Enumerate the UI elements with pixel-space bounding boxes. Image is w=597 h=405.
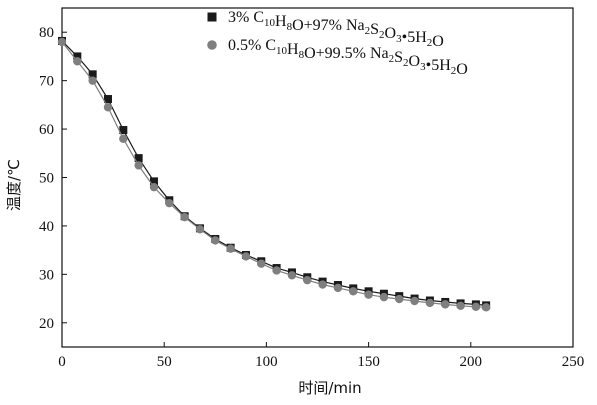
series-2-point: [303, 275, 312, 285]
x-tick-label: 150: [357, 354, 380, 370]
y-tick-label: 50: [39, 171, 54, 187]
series-2-point: [241, 252, 251, 261]
series-2-point: [471, 302, 481, 312]
series-2-point: [134, 161, 143, 170]
series-2-point: [410, 296, 419, 306]
y-axis-title: 温度/℃: [5, 159, 23, 211]
series-2-point: [73, 57, 82, 66]
series-2-point: [272, 266, 281, 275]
series-1-point: [134, 154, 143, 163]
series-layer: [57, 36, 491, 312]
series-2-point: [349, 287, 358, 296]
series-2-point: [103, 103, 113, 112]
x-axis: 0 50 100 150 200 250: [58, 342, 584, 370]
y-tick-label: 80: [39, 25, 54, 41]
y-tick-label: 40: [39, 219, 54, 235]
series-2-point: [88, 76, 97, 85]
series-2-point: [119, 134, 128, 143]
series-2-point: [57, 37, 67, 47]
y-tick-label: 30: [39, 267, 54, 283]
series-1-point: [119, 126, 128, 135]
series-2-point: [364, 290, 373, 299]
x-tick-label: 50: [157, 354, 172, 370]
series-2-point: [165, 198, 174, 208]
legend-label-1: 3% C10H8O+97% Na2S2O3•5H2O: [228, 9, 444, 50]
series-2-point: [441, 300, 450, 309]
legend-marker-2: [207, 40, 217, 50]
x-tick-label: 0: [58, 354, 66, 370]
series-2-point: [257, 259, 266, 268]
series-2-point: [226, 244, 235, 253]
series-2-point: [395, 294, 404, 304]
x-axis-title: 时间/min: [298, 379, 361, 397]
series-2-point: [195, 225, 205, 234]
series-2-point: [149, 182, 159, 192]
series-2: [57, 37, 491, 312]
series-2-point: [318, 280, 327, 289]
series-1-point: [88, 70, 97, 79]
y-tick-label: 70: [39, 74, 54, 90]
x-tick-label: 200: [460, 354, 483, 370]
legend-marker-1: [207, 12, 217, 22]
series-1-point: [73, 52, 82, 61]
x-tick-label: 100: [255, 354, 278, 370]
series-2-point: [333, 283, 343, 293]
legend-label-2: 0.5% C10H8O+99.5% Na2S2O3•5H2O: [228, 37, 468, 78]
series-2-point: [456, 301, 465, 311]
y-axis: 20 30 40 50 60 70 80: [39, 25, 67, 332]
series-2-point: [211, 236, 220, 245]
x-tick-label: 250: [562, 354, 585, 370]
series-2-point: [287, 271, 297, 280]
series-2-point: [379, 292, 389, 302]
series-2-point: [180, 213, 189, 222]
series-1-point: [149, 177, 158, 186]
y-tick-label: 60: [39, 122, 54, 138]
series-2-point: [425, 298, 435, 308]
series-1-point: [103, 95, 112, 104]
y-tick-label: 20: [39, 316, 54, 332]
series-2-point: [481, 303, 491, 312]
